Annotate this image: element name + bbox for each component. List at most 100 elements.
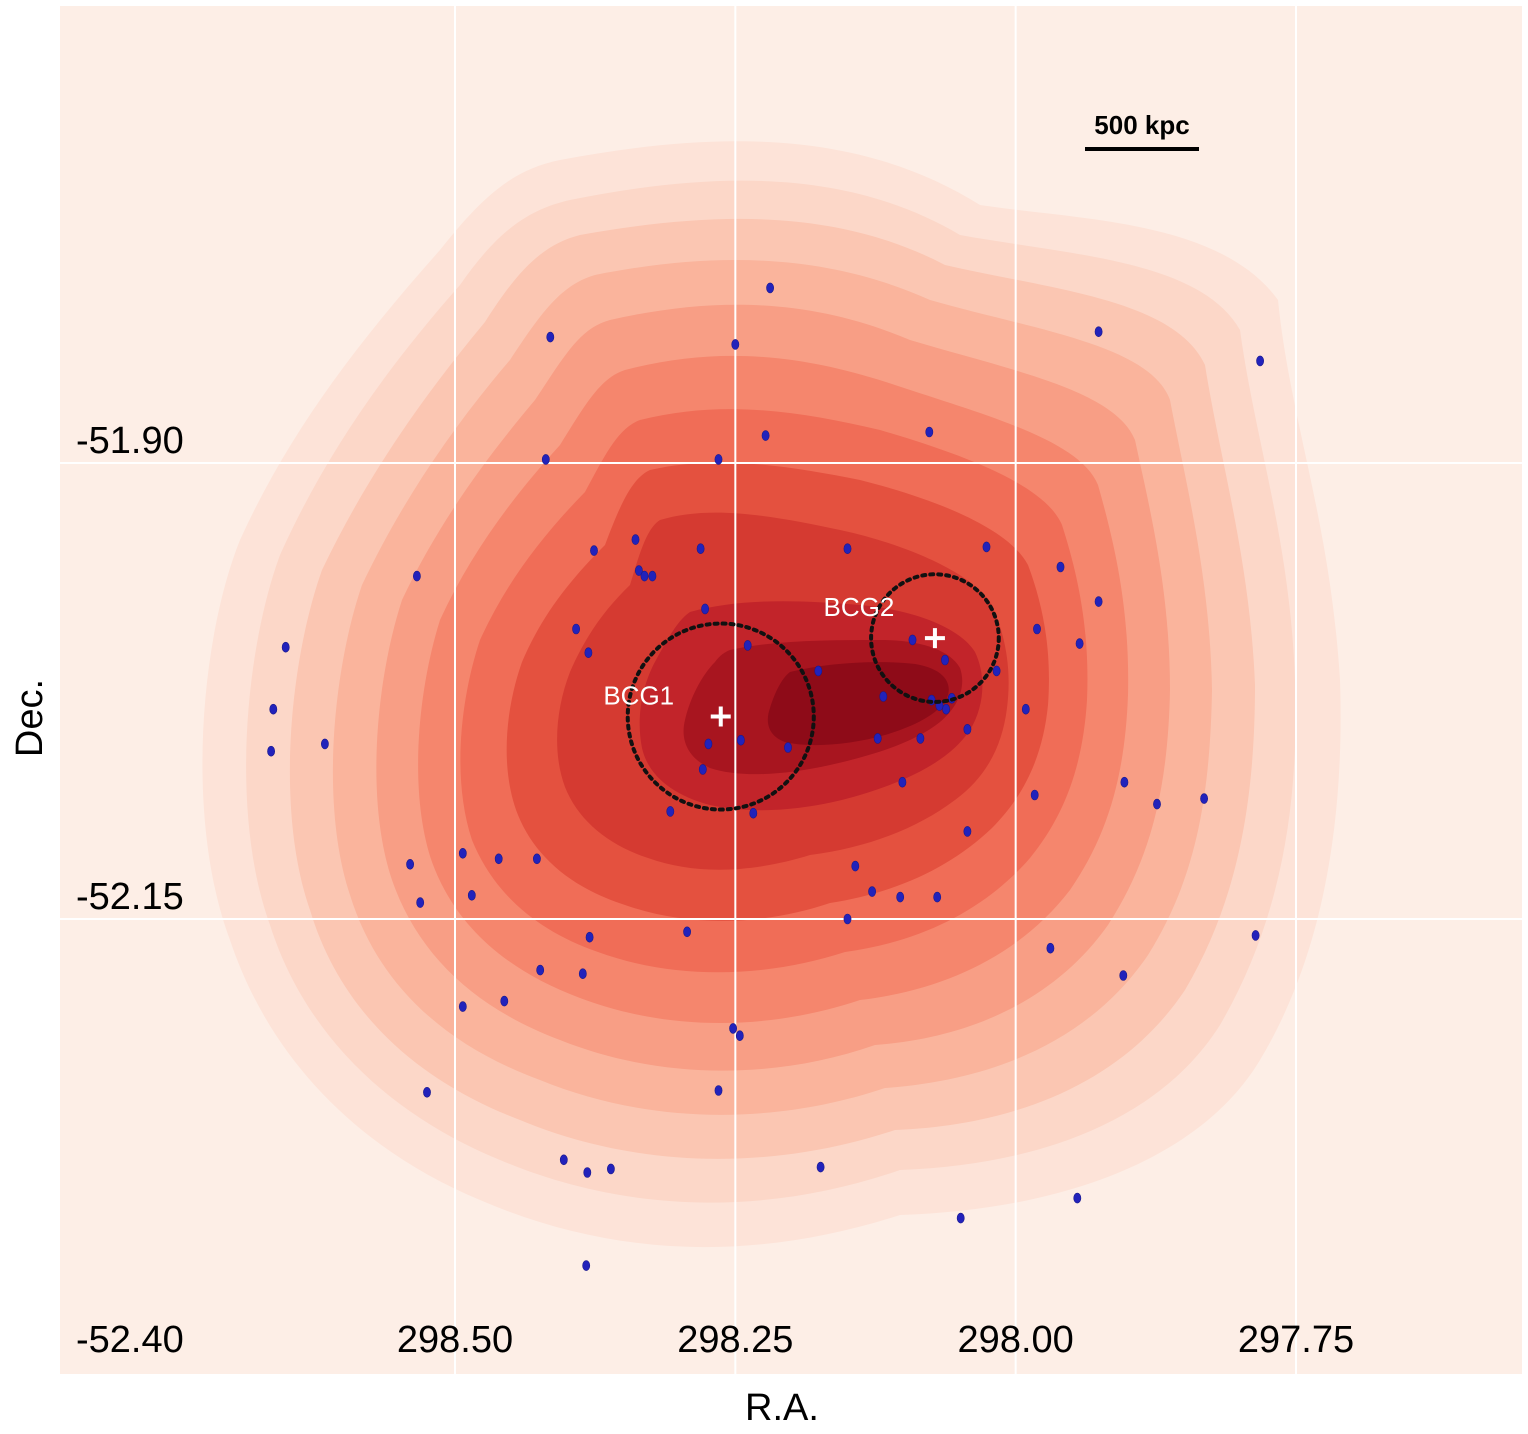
galaxy-point xyxy=(635,565,643,576)
galaxy-point xyxy=(743,640,752,651)
galaxy-point xyxy=(735,1030,744,1041)
galaxy-point xyxy=(416,897,425,908)
galaxy-point xyxy=(843,913,852,925)
galaxy-point xyxy=(737,734,745,746)
galaxy-point xyxy=(412,570,421,582)
galaxy-point xyxy=(916,733,925,744)
galaxy-point xyxy=(666,806,675,817)
galaxy-point xyxy=(868,886,876,897)
galaxy-point xyxy=(582,1260,591,1271)
galaxy-point xyxy=(269,703,278,715)
galaxy-point xyxy=(714,1085,723,1096)
galaxy-point xyxy=(1021,703,1030,715)
galaxy-point xyxy=(1073,1192,1082,1204)
galaxy-point xyxy=(546,331,555,343)
galaxy-point xyxy=(648,570,657,582)
x-axis-label: R.A. xyxy=(745,1387,819,1429)
galaxy-point xyxy=(458,1001,467,1012)
galaxy-point xyxy=(1030,789,1039,801)
galaxy-point xyxy=(585,931,594,943)
galaxy-point xyxy=(908,634,917,646)
y-tick-label: -52.40 xyxy=(76,1319,184,1361)
galaxy-point xyxy=(267,745,275,757)
galaxy-point xyxy=(729,1023,737,1034)
galaxy-point xyxy=(536,964,545,976)
bcg-label: BCG2 xyxy=(824,592,895,622)
galaxy-point xyxy=(814,665,823,677)
galaxy-point xyxy=(640,570,649,582)
galaxy-point xyxy=(925,426,934,438)
galaxy-point xyxy=(467,889,476,901)
galaxy-point xyxy=(1094,326,1103,338)
galaxy-point xyxy=(941,654,949,666)
galaxy-point xyxy=(572,623,580,635)
galaxy-point xyxy=(281,641,290,653)
galaxy-point xyxy=(898,776,907,788)
galaxy-point xyxy=(1200,793,1208,804)
galaxy-point xyxy=(963,723,972,735)
galaxy-point xyxy=(1251,930,1260,941)
galaxy-point xyxy=(992,665,1001,677)
galaxy-point xyxy=(590,545,598,556)
bcg-label: BCG1 xyxy=(603,681,674,711)
galaxy-point xyxy=(631,534,640,545)
galaxy-point xyxy=(583,1167,592,1178)
galaxy-point xyxy=(559,1154,568,1166)
galaxy-point xyxy=(607,1163,615,1175)
density-contours xyxy=(202,141,1341,1248)
y-tick-labels: -51.90 -52.15 -52.40 xyxy=(76,420,184,1361)
galaxy-point xyxy=(541,454,550,465)
galaxy-point xyxy=(761,430,770,441)
galaxy-point xyxy=(1056,561,1065,573)
galaxy-point xyxy=(896,891,905,903)
scale-bar-label: 500 kpc xyxy=(1094,110,1189,140)
galaxy-point xyxy=(701,603,709,615)
galaxy-point xyxy=(1075,638,1084,649)
grid-lines xyxy=(60,6,1522,1374)
bcg-cross-marker xyxy=(924,628,945,649)
galaxy-point xyxy=(942,703,950,715)
galaxy-point xyxy=(1094,596,1103,607)
x-tick-label: 297.75 xyxy=(1238,1319,1354,1361)
galaxy-points xyxy=(267,282,1264,1271)
galaxy-point xyxy=(784,742,792,753)
galaxy-point xyxy=(406,858,414,870)
galaxy-point xyxy=(494,853,503,865)
galaxy-point xyxy=(766,282,774,294)
galaxy-point xyxy=(423,1087,431,1098)
y-tick-label: -52.15 xyxy=(76,876,184,918)
galaxy-point xyxy=(1256,355,1264,367)
galaxy-point xyxy=(1046,942,1055,954)
bcg-circle xyxy=(869,572,1001,704)
bcg-markers: BCG1 BCG2 xyxy=(603,572,1001,812)
galaxy-point xyxy=(320,738,329,750)
galaxy-point xyxy=(714,454,723,465)
bcg-circle xyxy=(625,621,816,812)
galaxy-point xyxy=(956,1212,965,1224)
bcg-cross-marker xyxy=(710,706,731,727)
galaxy-point xyxy=(584,647,593,659)
galaxy-point xyxy=(843,543,852,555)
y-axis-label: Dec. xyxy=(9,679,51,757)
x-tick-label: 298.50 xyxy=(397,1319,513,1361)
galaxy-point xyxy=(578,968,587,980)
x-tick-labels: 298.50 298.25 298.00 297.75 xyxy=(397,1319,1354,1361)
scale-bar: 500 kpc xyxy=(1085,110,1199,151)
galaxy-point xyxy=(873,733,882,744)
galaxy-point xyxy=(683,926,691,938)
galaxy-point xyxy=(1033,623,1041,635)
galaxy-point xyxy=(982,541,991,553)
galaxy-point xyxy=(731,339,740,350)
galaxy-point xyxy=(816,1161,825,1173)
galaxy-point xyxy=(749,807,758,819)
galaxy-point xyxy=(879,691,888,702)
galaxy-point xyxy=(533,853,541,865)
galaxy-point xyxy=(500,995,509,1007)
galaxy-point xyxy=(1120,776,1129,788)
galaxy-point xyxy=(963,826,972,837)
x-tick-label: 298.00 xyxy=(958,1319,1074,1361)
y-tick-label: -51.90 xyxy=(76,420,184,462)
galaxy-point xyxy=(696,543,705,555)
galaxy-point xyxy=(933,891,942,903)
